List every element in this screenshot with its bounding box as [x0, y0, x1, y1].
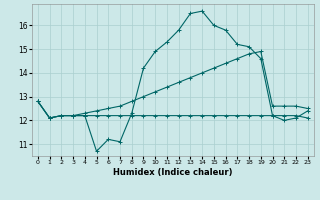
X-axis label: Humidex (Indice chaleur): Humidex (Indice chaleur) — [113, 168, 233, 177]
